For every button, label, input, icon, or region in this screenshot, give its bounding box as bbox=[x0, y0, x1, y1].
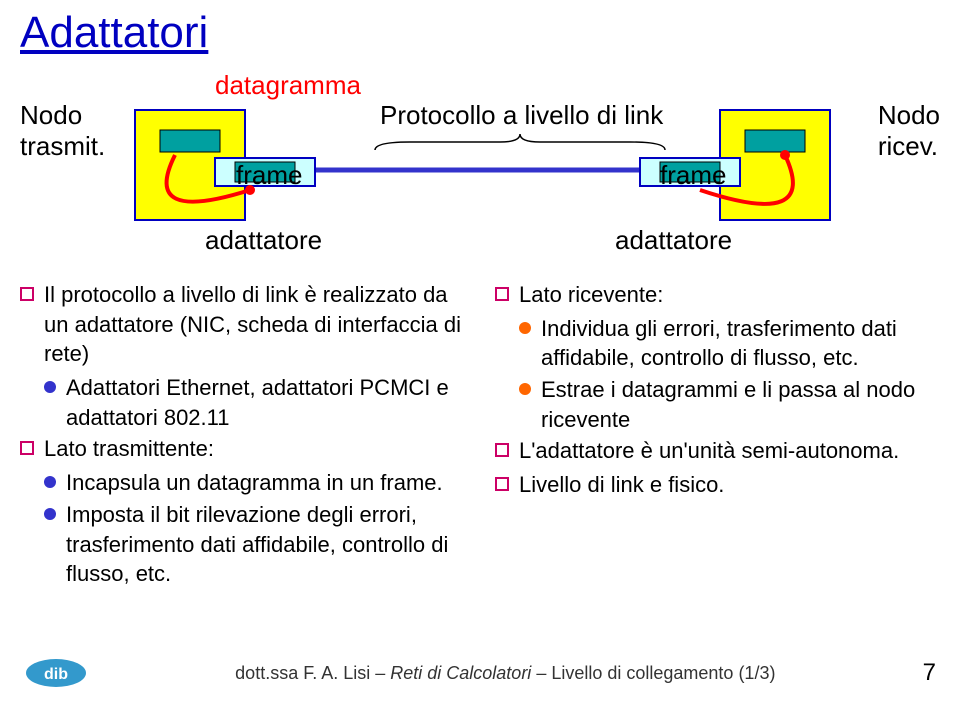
bullet-text: L'adattatore è un'unità semi-autonoma. bbox=[519, 436, 899, 466]
circle-bullet-icon bbox=[44, 381, 56, 393]
right-column: Lato ricevente: Individua gli errori, tr… bbox=[495, 280, 940, 591]
footer-section: Livello di collegamento (1/3) bbox=[551, 663, 775, 683]
frame-label-left: frame bbox=[236, 160, 302, 191]
bullet-text: Livello di link e fisico. bbox=[519, 470, 724, 500]
adapter-label-left: adattatore bbox=[205, 225, 322, 256]
svg-text:dib: dib bbox=[44, 666, 68, 683]
content-columns: Il protocollo a livello di link è realiz… bbox=[20, 280, 940, 591]
square-bullet-icon bbox=[20, 287, 34, 301]
square-bullet-icon bbox=[20, 441, 34, 455]
bullet-text: Il protocollo a livello di link è realiz… bbox=[44, 280, 465, 369]
subbullet-text: Adattatori Ethernet, adattatori PCMCI e … bbox=[66, 373, 465, 432]
diagram: Nodo trasmit. Nodo ricev. datagramma Pro… bbox=[0, 70, 960, 270]
bullet: Lato trasmittente: bbox=[20, 434, 465, 464]
logo-icon: dib bbox=[24, 655, 88, 691]
bullet: Livello di link e fisico. bbox=[495, 470, 940, 500]
page-title: Adattatori bbox=[20, 8, 208, 58]
circle-bullet-icon bbox=[44, 508, 56, 520]
bullet: Il protocollo a livello di link è realiz… bbox=[20, 280, 465, 369]
frame-label-right: frame bbox=[660, 160, 726, 191]
square-bullet-icon bbox=[495, 443, 509, 457]
footer: dib dott.ssa F. A. Lisi – Reti di Calcol… bbox=[0, 655, 960, 691]
circle-bullet-icon bbox=[519, 383, 531, 395]
subbullet: Estrae i datagrammi e li passa al nodo r… bbox=[519, 375, 940, 434]
diagram-svg bbox=[0, 70, 960, 270]
subbullet: Incapsula un datagramma in un frame. bbox=[44, 468, 465, 498]
square-bullet-icon bbox=[495, 287, 509, 301]
bullet: L'adattatore è un'unità semi-autonoma. bbox=[495, 436, 940, 466]
adapter-label-right: adattatore bbox=[615, 225, 732, 256]
circle-bullet-icon bbox=[44, 476, 56, 488]
footer-course: Reti di Calcolatori bbox=[390, 663, 531, 683]
subbullet-text: Incapsula un datagramma in un frame. bbox=[66, 468, 443, 498]
footer-author: dott.ssa F. A. Lisi bbox=[235, 663, 370, 683]
subbullet-text: Imposta il bit rilevazione degli errori,… bbox=[66, 500, 465, 589]
square-bullet-icon bbox=[495, 477, 509, 491]
page-number: 7 bbox=[923, 659, 936, 687]
footer-text: dott.ssa F. A. Lisi – Reti di Calcolator… bbox=[88, 663, 923, 684]
subbullet-text: Individua gli errori, trasferimento dati… bbox=[541, 314, 940, 373]
bullet: Lato ricevente: bbox=[495, 280, 940, 310]
subbullet: Imposta il bit rilevazione degli errori,… bbox=[44, 500, 465, 589]
subbullet-text: Estrae i datagrammi e li passa al nodo r… bbox=[541, 375, 940, 434]
bullet-text: Lato ricevente: bbox=[519, 280, 663, 310]
subbullet: Individua gli errori, trasferimento dati… bbox=[519, 314, 940, 373]
left-column: Il protocollo a livello di link è realiz… bbox=[20, 280, 465, 591]
bullet-text: Lato trasmittente: bbox=[44, 434, 214, 464]
subbullet: Adattatori Ethernet, adattatori PCMCI e … bbox=[44, 373, 465, 432]
circle-bullet-icon bbox=[519, 322, 531, 334]
